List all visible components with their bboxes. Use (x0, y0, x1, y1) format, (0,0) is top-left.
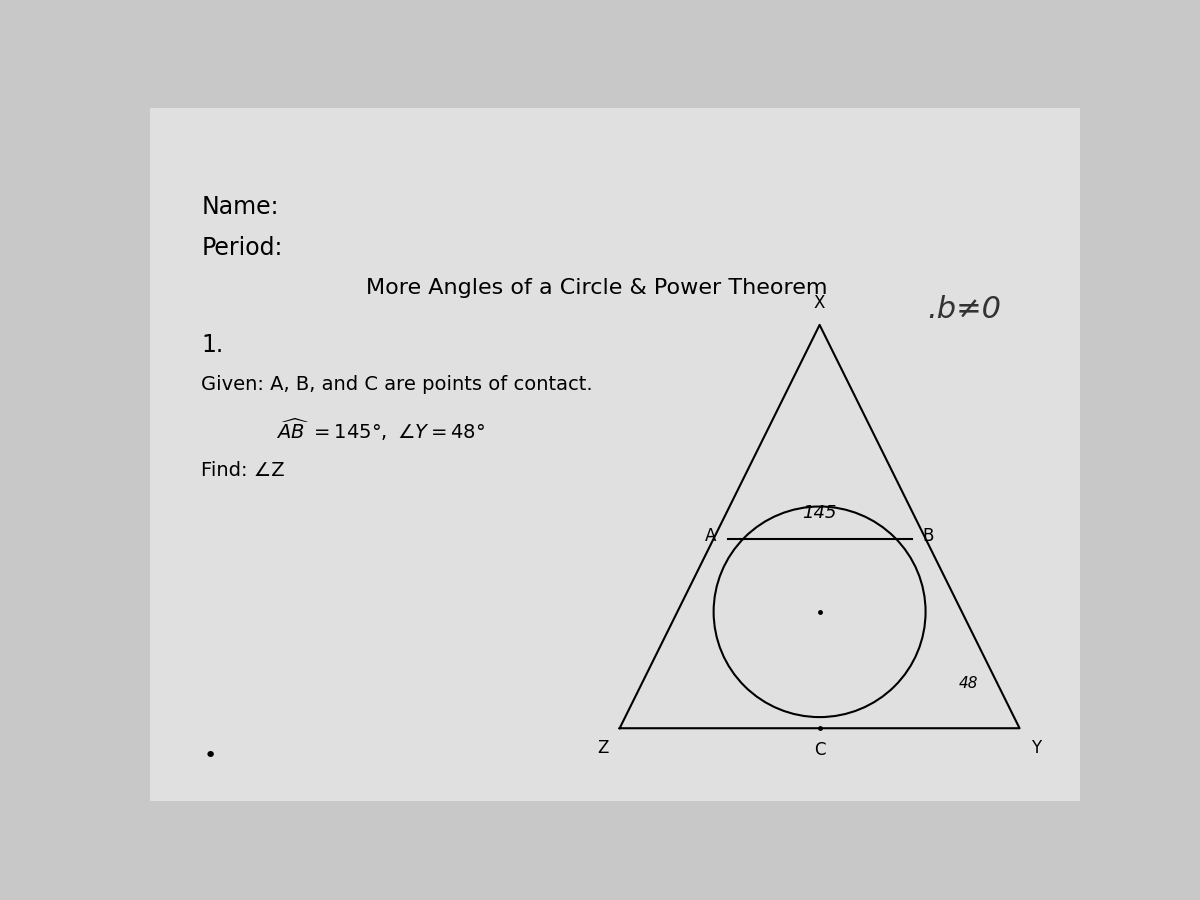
FancyBboxPatch shape (150, 108, 1080, 801)
Text: .b≠0: .b≠0 (926, 295, 1001, 324)
Text: Z: Z (598, 739, 608, 757)
Text: Given: A, B, and C are points of contact.: Given: A, B, and C are points of contact… (202, 374, 593, 394)
Text: 48: 48 (959, 676, 978, 690)
Text: C: C (814, 741, 826, 759)
Text: Y: Y (1031, 739, 1040, 757)
Text: Period:: Period: (202, 236, 282, 260)
Text: •: • (204, 746, 217, 766)
Text: More Angles of a Circle & Power Theorem: More Angles of a Circle & Power Theorem (366, 278, 827, 298)
Text: 1.: 1. (202, 333, 223, 357)
Text: $\widehat{AB}$ $= 145°,\ \angle Y = 48°$: $\widehat{AB}$ $= 145°,\ \angle Y = 48°$ (276, 417, 485, 443)
Text: B: B (923, 526, 934, 544)
Text: Name:: Name: (202, 194, 278, 219)
Text: X: X (814, 294, 826, 312)
Text: Find: ∠Z: Find: ∠Z (202, 462, 284, 481)
Text: A: A (706, 526, 716, 544)
Text: 145: 145 (803, 504, 836, 522)
